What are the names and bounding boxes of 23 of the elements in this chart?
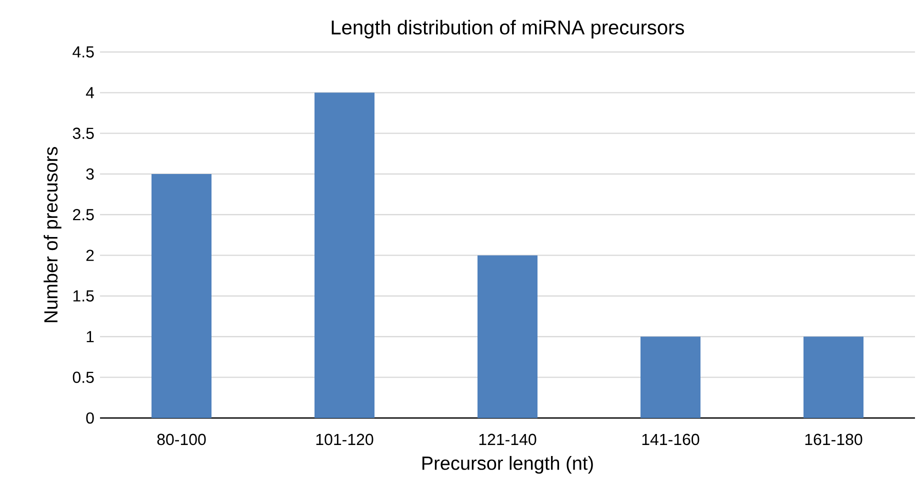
x-tick-label: 121-140 <box>479 434 536 446</box>
y-tick-label: 3 <box>86 168 94 180</box>
y-tick-label: 1.5 <box>73 290 94 302</box>
bar <box>152 174 212 418</box>
x-tick-label: 141-160 <box>642 434 700 446</box>
bar <box>803 336 864 418</box>
bar <box>314 92 374 418</box>
y-axis-title: Number of precusors <box>44 147 62 322</box>
y-tick-label: 2 <box>86 250 94 261</box>
y-tick-label: 4 <box>86 87 94 98</box>
y-tick-label: 0 <box>86 412 94 424</box>
bar <box>478 255 538 418</box>
bar <box>640 336 700 418</box>
x-tick-label: 161-180 <box>805 434 862 446</box>
y-tick-label: 2.5 <box>73 209 94 220</box>
x-tick-label: 80-100 <box>157 434 206 446</box>
y-tick-label: 0.5 <box>72 372 94 383</box>
chart-title: Length distribution of miRNA precursors <box>332 20 684 38</box>
y-tick-label: 1 <box>86 331 94 342</box>
x-axis-title: Precursor length (nt) <box>422 456 593 474</box>
x-tick-label: 101-120 <box>316 434 374 446</box>
y-tick-label: 3.5 <box>72 128 94 139</box>
y-tick-label: 4.5 <box>72 46 94 58</box>
